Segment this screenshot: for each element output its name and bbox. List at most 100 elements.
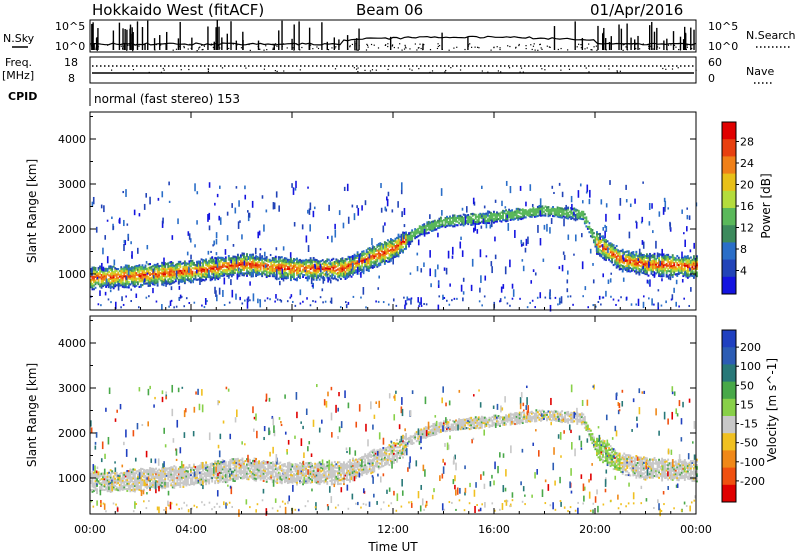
echo-cell <box>335 260 338 263</box>
echo-cell <box>121 267 124 270</box>
echo-cell <box>349 274 351 277</box>
echo-cell <box>411 236 414 239</box>
echo-cell <box>193 263 195 266</box>
scatter-echo <box>293 222 296 227</box>
echo-cell <box>156 280 159 283</box>
echo-cell <box>661 259 664 262</box>
echo-cell <box>336 264 339 267</box>
echo-cell <box>121 280 124 283</box>
echo-cell <box>99 276 101 279</box>
scatter-echo <box>310 277 313 285</box>
echo-cell <box>136 479 139 482</box>
echo-cell <box>227 264 230 267</box>
echo-cell <box>214 269 217 272</box>
noise-search-dot <box>456 46 458 48</box>
noise-search-dot <box>90 45 93 47</box>
echo-cell <box>383 251 386 255</box>
echo-cell <box>96 274 98 277</box>
echo-cell <box>594 236 597 239</box>
echo-cell <box>118 480 121 483</box>
echo-cell <box>94 274 97 277</box>
echo-cell <box>339 263 342 266</box>
echo-cell <box>105 274 108 278</box>
scatter-echo <box>619 197 622 206</box>
scatter-echo <box>673 287 675 293</box>
echo-cell <box>138 266 141 269</box>
echo-cell <box>680 266 683 269</box>
echo-cell <box>627 264 630 267</box>
noise-search-dot <box>154 49 156 51</box>
echo-cell <box>205 272 208 275</box>
echo-cell <box>262 257 265 260</box>
noise-search-dot <box>429 49 432 51</box>
scatter-echo <box>109 289 112 293</box>
echo-cell <box>479 216 482 219</box>
echo-cell <box>130 483 133 486</box>
scatter-echo <box>329 279 332 284</box>
ground-echo <box>264 299 266 302</box>
echo-cell <box>174 466 177 469</box>
nave-dot <box>299 69 301 71</box>
echo-cell <box>105 269 108 272</box>
echo-cell <box>156 476 159 480</box>
echo-cell <box>489 211 492 214</box>
echo-cell <box>324 272 327 275</box>
echo-cell <box>291 266 294 270</box>
echo-cell <box>191 472 194 475</box>
echo-cell <box>141 284 144 287</box>
echo-cell <box>650 254 653 257</box>
echo-cell <box>658 269 661 272</box>
echo-cell <box>670 263 673 266</box>
echo-cell <box>335 258 338 261</box>
echo-cell <box>147 268 150 271</box>
ground-echo <box>345 301 347 304</box>
echo-cell <box>136 488 139 491</box>
echo-cell <box>168 475 171 479</box>
echo-cell <box>283 273 286 276</box>
noise-search-dot <box>190 47 192 50</box>
scatter-echo <box>351 204 354 208</box>
echo-cell <box>143 474 145 477</box>
echo-cell <box>221 262 224 265</box>
echo-cell <box>167 280 170 283</box>
scatter-echo <box>474 223 477 231</box>
echo-cell <box>200 261 203 265</box>
echo-cell <box>396 254 398 257</box>
scatter-echo <box>574 214 577 222</box>
echo-cell <box>236 271 239 274</box>
echo-cell <box>170 264 173 267</box>
echo-cell <box>135 279 138 282</box>
echo-cell <box>196 267 198 271</box>
echo-cell <box>379 261 382 265</box>
echo-cell <box>691 267 694 270</box>
echo-cell <box>268 271 271 274</box>
noise-search-dot <box>678 48 680 51</box>
echo-cell <box>293 274 295 277</box>
noise-search-dot <box>631 43 634 45</box>
echo-cell <box>365 249 368 252</box>
scatter-echo <box>686 215 689 220</box>
scatter-echo <box>239 220 241 223</box>
noise-search-dot <box>282 43 285 45</box>
echo-cell <box>614 246 617 249</box>
scatter-echo <box>351 255 354 260</box>
echo-cell <box>174 482 177 485</box>
ground-echo <box>683 297 685 300</box>
echo-cell <box>435 221 438 224</box>
echo-cell <box>341 260 344 263</box>
noise-search-dot <box>335 46 337 48</box>
echo-cell <box>180 278 183 282</box>
echo-cell <box>277 261 280 264</box>
echo-cell <box>102 488 105 491</box>
echo-cell <box>436 226 439 229</box>
echo-cell <box>605 251 607 254</box>
echo-cell <box>205 258 208 261</box>
echo-cell <box>179 264 182 267</box>
scatter-echo <box>532 269 535 273</box>
echo-cell <box>265 275 268 279</box>
echo-cell <box>120 484 123 487</box>
echo-cell <box>168 474 171 477</box>
noise-search-dot <box>588 43 590 45</box>
echo-cell <box>415 230 418 233</box>
echo-cell <box>477 217 480 220</box>
